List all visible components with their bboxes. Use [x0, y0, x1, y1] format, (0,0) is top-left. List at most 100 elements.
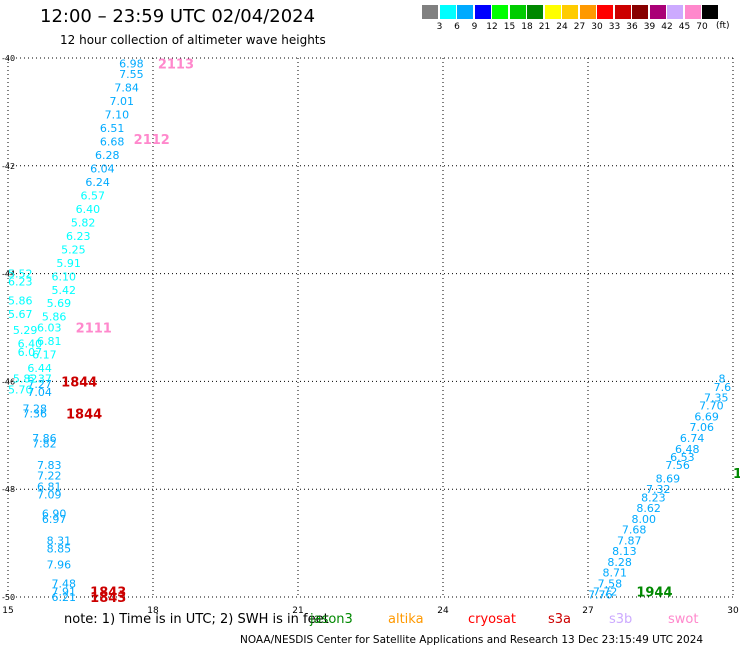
wave-height-value: 6.57 — [81, 189, 106, 202]
wave-height-value: 5.52 — [8, 268, 33, 281]
wave-height-value: 6.48 — [675, 443, 700, 456]
color-scale-tick: 3 — [436, 22, 443, 32]
wave-height-value: 6.69 — [694, 410, 719, 423]
legend-item-swot: swot — [668, 612, 699, 627]
color-swatch — [702, 5, 718, 19]
color-scale-tick: 30 — [591, 22, 603, 32]
track-time-label: 1944 — [636, 586, 672, 601]
wave-height-value: 7.32 — [646, 483, 671, 496]
wave-height-value: 7.36 — [23, 408, 48, 421]
wave-height-value: 7.06 — [690, 421, 715, 434]
wave-height-value: 7.04 — [27, 386, 52, 399]
color-scale-tick: 18 — [521, 22, 533, 32]
track-time-label: 2111 — [76, 322, 112, 337]
wave-height-value: 7.83 — [37, 459, 62, 472]
wave-height-value: 6.97 — [42, 513, 66, 526]
color-swatch — [422, 5, 438, 19]
wave-height-value: 5.91 — [56, 257, 80, 270]
color-swatch — [684, 5, 701, 19]
wave-height-value: 7.28 — [23, 402, 48, 415]
color-scale-tick: 15 — [503, 22, 516, 32]
x-tick-label: 27 — [582, 606, 593, 616]
color-scale-tick: 21 — [538, 22, 551, 32]
y-tick-label: -46 — [2, 377, 15, 386]
wave-height-value: 5.82 — [13, 373, 38, 386]
wave-height-value: 6.24 — [85, 176, 110, 189]
wave-height-value: 6.23 — [8, 276, 33, 289]
y-tick-label: -44 — [2, 270, 15, 279]
wave-height-value: 6.28 — [95, 149, 120, 162]
color-scale-tick: 6 — [454, 22, 460, 32]
track-time-label: 2113 — [158, 57, 194, 72]
color-scale-tick: 42 — [661, 22, 673, 32]
wave-height-value: 5.42 — [52, 284, 77, 297]
x-tick-label: 30 — [727, 606, 739, 616]
wave-height-value: 6.81 — [37, 481, 62, 494]
x-tick-label: 18 — [147, 606, 159, 616]
wave-height-value: 8.28 — [607, 556, 632, 569]
wave-height-value: 5.25 — [61, 243, 86, 256]
wave-height-value: 6.90 — [42, 507, 66, 520]
wave-height-value: 7.87 — [617, 534, 642, 547]
wave-height-value: 8.13 — [612, 545, 637, 558]
color-swatch — [649, 5, 666, 19]
wave-height-value: 7.01 — [110, 95, 135, 108]
color-scale-unit: (ft) — [716, 21, 730, 31]
wave-height-value: 7.68 — [622, 524, 647, 537]
color-swatch — [509, 5, 526, 19]
wave-height-value: 6.04 — [90, 162, 115, 175]
track-time-label: 2112 — [134, 133, 170, 148]
wave-height-value: 7.58 — [598, 578, 623, 591]
wave-height-value: 7.76 — [588, 588, 613, 601]
wave-height-value: 8.31 — [47, 534, 72, 547]
wave-height-value: 7.72 — [593, 586, 618, 599]
wave-height-value: 7.22 — [37, 470, 62, 483]
track-time-label: 1844 — [66, 408, 102, 423]
wave-height-value: 7.70 — [699, 400, 724, 413]
color-swatch — [544, 5, 561, 19]
wave-height-value: 7.86 — [32, 432, 57, 445]
wave-height-value: 5.29 — [13, 324, 38, 337]
wave-height-value: 8.71 — [603, 567, 628, 580]
wave-height-value: 6.74 — [680, 432, 705, 445]
wave-height-value: 6.03 — [37, 322, 62, 335]
track-time-label: 1844 — [61, 375, 97, 390]
wave-height-value: 5.86 — [8, 295, 33, 308]
color-swatch — [614, 5, 631, 19]
wave-height-value: 5.67 — [8, 308, 33, 321]
y-tick-label: -50 — [2, 593, 15, 602]
color-swatch — [457, 5, 473, 19]
wave-height-value: 7.6 — [714, 381, 732, 394]
color-scale-tick: 24 — [556, 22, 568, 32]
wave-height-value: 6.68 — [100, 136, 125, 149]
wave-height-value: 7.84 — [114, 82, 139, 95]
color-scale-tick: 33 — [608, 22, 621, 32]
wave-height-value: 6.21 — [52, 591, 77, 604]
wave-height-value: 6.40 — [76, 203, 101, 216]
wave-height-value: 5.82 — [71, 216, 96, 229]
wave-height-value: 6.37 — [27, 373, 52, 386]
legend-item-s3a: s3a — [548, 612, 572, 627]
wave-height-value: 7.82 — [32, 437, 57, 450]
wave-height-value: 7.96 — [47, 559, 72, 572]
wave-height-value: 7.55 — [119, 68, 143, 81]
wave-height-value: 5.86 — [42, 311, 66, 324]
color-scale-tick: 70 — [696, 22, 708, 32]
color-scale-tick: 45 — [678, 22, 691, 32]
x-tick-label: 15 — [2, 606, 13, 616]
wave-height-value: 7.35 — [704, 392, 729, 405]
units-note: note: 1) Time is in UTC; 2) SWH is in fe… — [64, 612, 329, 627]
y-tick-label: -48 — [2, 485, 15, 494]
legend-item-altika: altika — [388, 612, 424, 627]
x-tick-label: 24 — [437, 606, 449, 616]
wave-height-value: 6.17 — [32, 348, 57, 361]
wave-height-value: 6.51 — [100, 122, 125, 135]
wave-height-value: 6.07 — [18, 346, 42, 359]
wave-height-value: 7.56 — [665, 459, 690, 472]
color-scale-tick: 39 — [643, 22, 656, 32]
color-swatch — [474, 5, 491, 19]
color-swatch — [597, 5, 613, 19]
color-scale-tick: 9 — [471, 22, 478, 32]
y-tick-label: -40 — [2, 54, 15, 63]
wave-height-value: 6.81 — [37, 335, 62, 348]
